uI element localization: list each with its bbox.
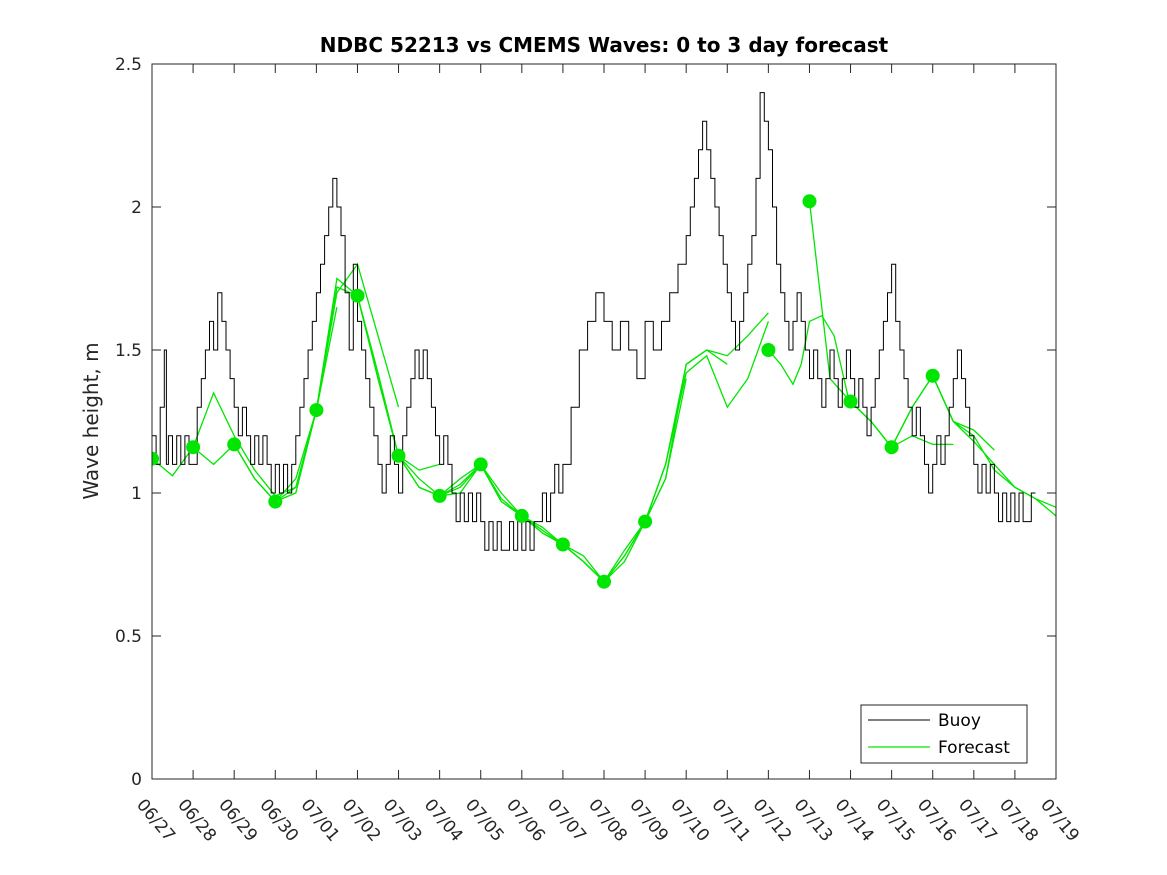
forecast-marker-11 — [597, 574, 611, 589]
forecast-line-10 — [562, 349, 728, 583]
chart-title: NDBC 52213 vs CMEMS Waves: 0 to 3 day fo… — [320, 33, 889, 57]
legend: Buoy Forecast — [860, 704, 1028, 764]
x-tick-label: 06/27 — [132, 795, 179, 845]
forecast-marker-13 — [761, 343, 776, 357]
x-tick-label: 07/08 — [584, 795, 631, 845]
forecast-marker-5 — [350, 288, 365, 303]
y-tick-label: 1 — [131, 484, 142, 504]
plot-area — [152, 92, 1056, 589]
x-tick-label: 07/11 — [707, 795, 754, 845]
x-tick-label: 07/07 — [543, 795, 590, 845]
forecast-line-4 — [315, 277, 482, 497]
x-tick-label: 07/15 — [872, 795, 919, 845]
x-tick-label: 07/16 — [913, 795, 960, 845]
forecast-marker-8 — [473, 457, 488, 472]
forecast-line-14 — [808, 201, 954, 449]
forecast-marker-16 — [884, 440, 899, 455]
forecast-line-15 — [850, 374, 995, 451]
series-group — [152, 92, 1056, 589]
forecast-marker-15 — [843, 394, 858, 409]
x-tick-label: 07/02 — [338, 795, 385, 845]
y-tick-label: 0.5 — [115, 627, 142, 647]
forecast-marker-12 — [638, 514, 653, 529]
y-tick-label: 0 — [131, 770, 142, 790]
x-tick-label: 07/10 — [666, 795, 713, 845]
forecast-marker-14 — [802, 194, 817, 209]
legend-forecast-label: Forecast — [938, 738, 1010, 758]
x-tick-label: 07/13 — [790, 795, 837, 845]
x-tick-label: 07/04 — [420, 795, 467, 845]
forecast-marker-4 — [309, 403, 324, 418]
forecast-marker-9 — [514, 508, 529, 523]
forecast-marker-6 — [391, 448, 406, 463]
x-tick-label: 07/14 — [831, 795, 878, 845]
forecast-line-12 — [644, 312, 769, 522]
forecast-marker-3 — [268, 494, 283, 509]
forecast-marker-10 — [555, 537, 570, 552]
legend-buoy-label: Buoy — [938, 711, 981, 731]
y-axis-label: Wave height, m — [79, 342, 103, 499]
x-tick-label: 07/12 — [749, 795, 796, 845]
x-tick-label: 07/18 — [995, 795, 1042, 845]
x-tick-label: 07/01 — [297, 795, 344, 845]
forecast-line-9 — [521, 378, 687, 583]
x-tick-label: 06/29 — [214, 795, 261, 845]
forecast-line-0 — [152, 391, 297, 497]
forecast-marker-17 — [925, 368, 940, 383]
x-tick-label: 07/19 — [1036, 795, 1083, 845]
x-tick-label: 06/28 — [173, 795, 220, 845]
x-tick-label: 07/06 — [502, 795, 549, 845]
y-tick-label: 1.5 — [115, 341, 142, 361]
x-tick-label: 07/17 — [954, 795, 1001, 845]
legend-box — [860, 704, 1028, 764]
buoy-line — [152, 92, 1036, 551]
x-tick-label: 07/05 — [461, 795, 508, 845]
forecast-marker-7 — [432, 488, 447, 503]
forecast-marker-2 — [227, 437, 242, 452]
x-tick-label: 07/09 — [625, 795, 672, 845]
forecast-line-11 — [603, 321, 770, 583]
y-tick-label: 2 — [131, 198, 142, 218]
y-tick-label: 2.5 — [115, 55, 142, 75]
x-tick-label: 07/03 — [379, 795, 426, 845]
x-tick-label: 06/30 — [255, 795, 302, 845]
forecast-marker-1 — [186, 440, 201, 455]
forecast-marker-0 — [152, 451, 159, 466]
